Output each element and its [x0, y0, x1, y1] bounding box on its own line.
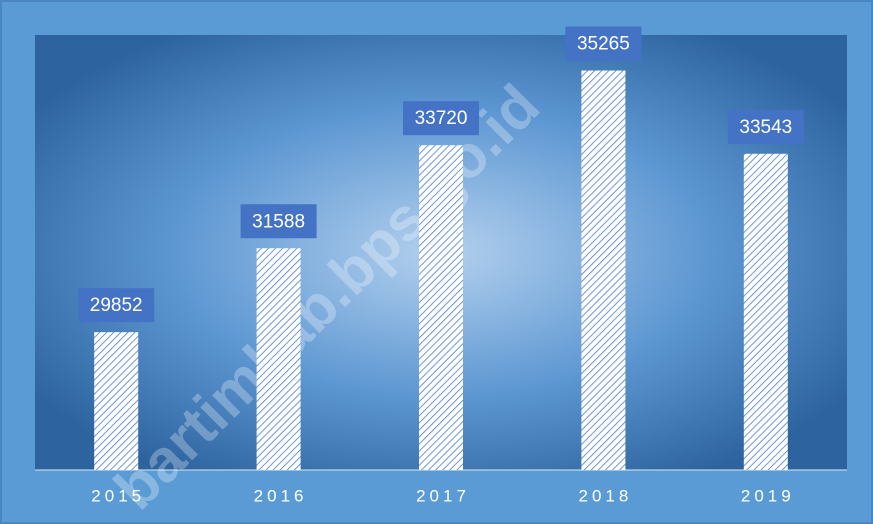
- x-tick-label: 2017: [416, 486, 470, 505]
- value-label: 33720: [415, 108, 468, 129]
- value-label-box: [403, 101, 479, 136]
- value-label-box: [565, 26, 642, 61]
- bar: [419, 145, 463, 470]
- x-tick-label: 2018: [578, 486, 632, 505]
- value-label: 31588: [252, 211, 305, 232]
- value-label: 29852: [90, 295, 143, 316]
- value-label-box: [78, 288, 155, 323]
- x-tick-label: 2016: [254, 486, 308, 505]
- x-tick-label: 2015: [91, 486, 145, 505]
- bar: [256, 248, 301, 470]
- value-label-box: [727, 109, 804, 144]
- bar: [743, 153, 788, 470]
- value-label-box: [240, 204, 317, 239]
- bar: [581, 70, 626, 471]
- value-label: 35265: [577, 34, 630, 55]
- value-label: 33543: [739, 117, 792, 138]
- bar: [94, 332, 139, 470]
- x-tick-label: 2019: [741, 486, 795, 505]
